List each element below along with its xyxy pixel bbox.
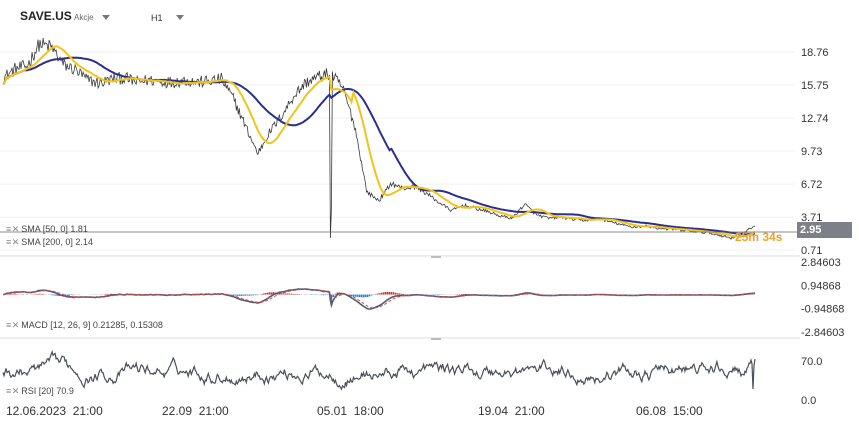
sma50-legend[interactable]: ≡ ✕ SMA [50, 0] 1.81 [6, 224, 88, 235]
timeframe-dropdown-icon[interactable] [176, 15, 184, 20]
sma200-name: SMA [200, 0] [21, 237, 73, 247]
macd-tick-label: -0.94868 [801, 304, 844, 316]
macd-tick-label: 0.94868 [801, 280, 841, 292]
axes: 18.76 15.75 12.74 9.73 6.72 3.71 0.712.84603 0.… [6, 47, 844, 418]
macd-title: MACD [12, 26, 9] 0.21285, 0.15308 [21, 320, 163, 330]
y-tick-label: 0.71 [801, 245, 822, 257]
macd-tick-label: 2.84603 [801, 257, 841, 269]
y-tick-label: 3.71 [801, 212, 822, 224]
sma50-name: SMA [50, 0] [21, 224, 68, 234]
macd-legend[interactable]: ≡ ✕ MACD [12, 26, 9] 0.21285, 0.15308 [6, 320, 163, 331]
y-tick-label: 18.76 [801, 47, 829, 59]
macd-tick-label: -2.84603 [801, 327, 844, 339]
menu-icon[interactable]: ≡ ✕ [6, 320, 19, 330]
x-tick-label: 12.06.2023 21:00 [6, 404, 103, 418]
timeframe-label[interactable]: H1 [151, 13, 163, 23]
sma50-value: 1.81 [70, 224, 88, 234]
x-tick-label: 19.04 21:00 [478, 404, 545, 418]
rsi-tick-label: 70.0 [801, 356, 822, 368]
menu-icon[interactable]: ≡ ✕ [6, 224, 19, 234]
y-tick-label: 15.75 [801, 80, 829, 92]
panel-resize-handle [431, 256, 441, 258]
y-tick-label: 6.72 [801, 179, 822, 191]
last-price-tag: 2.95 [797, 222, 852, 238]
menu-icon[interactable]: ≡ ✕ [6, 386, 19, 396]
grid-lines [0, 51, 800, 340]
y-tick-label: 9.73 [801, 146, 822, 158]
sma50-line [2, 45, 756, 238]
macd-signal-line [3, 288, 756, 309]
sma200-legend[interactable]: ≡ ✕ SMA [200, 0] 2.14 [6, 237, 93, 248]
symbol-dropdown-icon[interactable] [102, 15, 110, 20]
rsi-legend[interactable]: ≡ ✕ RSI [20] 70.9 [6, 386, 74, 397]
price-panel[interactable] [0, 38, 797, 240]
menu-icon[interactable]: ≡ ✕ [6, 237, 19, 247]
y-tick-label: 12.74 [801, 113, 829, 125]
instrument-type-label: Akcje [74, 13, 94, 22]
rsi-line [2, 349, 756, 391]
candle-countdown: 25m 34s [735, 230, 783, 244]
x-tick-label: 06.08 15:00 [636, 404, 703, 418]
macd-panel[interactable] [3, 288, 756, 310]
rsi-tick-label: 0.0 [801, 395, 816, 407]
x-tick-label: 22.09 21:00 [162, 404, 229, 418]
price-line [2, 38, 756, 240]
rsi-title: RSI [20] 70.9 [21, 386, 74, 396]
panel-resize-handle [431, 338, 441, 340]
rsi-panel[interactable] [2, 349, 756, 391]
x-tick-label: 05.01 18:00 [317, 404, 384, 418]
macd-line [3, 288, 756, 310]
sma200-value: 2.14 [75, 237, 93, 247]
sma200-line [2, 56, 756, 235]
symbol-label[interactable]: SAVE.US [20, 9, 72, 23]
